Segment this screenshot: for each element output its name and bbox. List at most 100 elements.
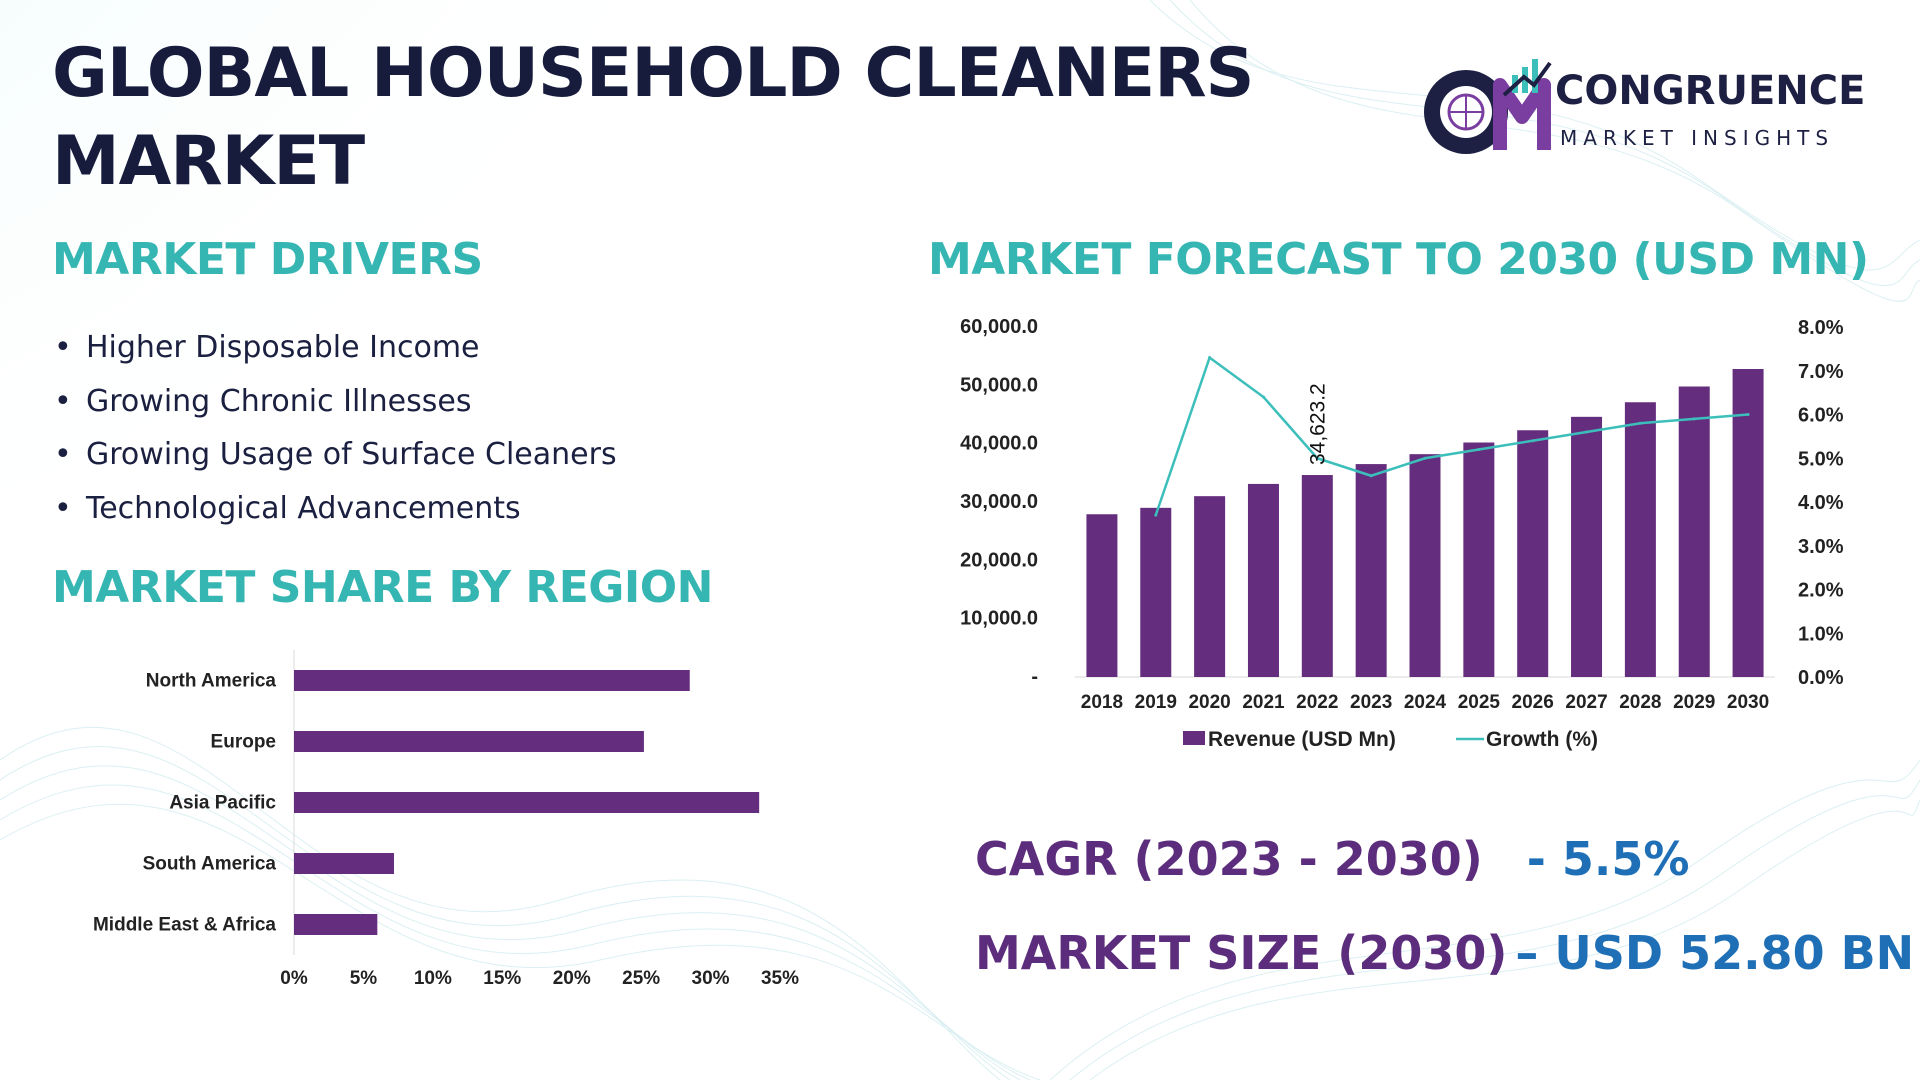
x-tick-label: 10% xyxy=(414,968,452,989)
driver-item: • Technological Advancements xyxy=(52,487,617,541)
bullet-icon: • xyxy=(54,330,72,365)
forecast-heading: MARKET FORECAST TO 2030 (USD MN) xyxy=(928,234,1869,285)
region-label: Middle East & Africa xyxy=(93,915,276,936)
logo-subtitle: MARKET INSIGHTS xyxy=(1560,126,1835,150)
driver-text: Growing Chronic Illnesses xyxy=(86,383,472,419)
year-label: 2030 xyxy=(1727,692,1769,713)
revenue-bar xyxy=(1301,475,1333,677)
left-tick-label: 40,000.0 xyxy=(960,433,1038,455)
cagr-value: - 5.5% xyxy=(1526,832,1690,886)
right-tick-label: 1.0% xyxy=(1798,623,1844,645)
year-label: 2019 xyxy=(1135,692,1177,713)
growth-point xyxy=(1692,417,1696,421)
growth-point xyxy=(1531,439,1535,443)
logo-name: CONGRUENCE xyxy=(1555,68,1866,114)
right-tick-label: 4.0% xyxy=(1798,492,1844,514)
driver-item: • Higher Disposable Income xyxy=(52,326,617,380)
revenue-bar xyxy=(1355,464,1387,677)
region-heading: MARKET SHARE BY REGION xyxy=(52,562,714,613)
legend-revenue-swatch xyxy=(1183,731,1205,745)
growth-point xyxy=(1746,413,1750,416)
revenue-bar xyxy=(1624,402,1656,677)
region-bar xyxy=(294,670,690,691)
left-tick-label: - xyxy=(1031,666,1038,688)
driver-text: Higher Disposable Income xyxy=(86,330,480,365)
year-label: 2024 xyxy=(1404,692,1447,713)
cagr-kpi: CAGR (2023 - 2030) - 5.5% xyxy=(975,832,1689,886)
revenue-bar xyxy=(1194,496,1226,677)
revenue-bar xyxy=(1409,454,1441,677)
right-tick-label: 6.0% xyxy=(1798,405,1844,427)
region-bar xyxy=(294,731,644,752)
market-size-label: MARKET SIZE (2030) xyxy=(975,926,1508,980)
driver-text: Technological Advancements xyxy=(86,490,521,526)
page-title: GLOBAL HOUSEHOLD CLEANERS MARKET xyxy=(52,34,1255,201)
revenue-bar xyxy=(1140,507,1172,677)
left-tick-label: 30,000.0 xyxy=(960,491,1038,513)
forecast-chart: - 10,000.0 20,000.0 30,000.0 40,000.0 50,000.… xyxy=(960,316,1844,751)
region-bar xyxy=(294,853,394,874)
region-share-chart: North America Europe Asia Pacific South Ame… xyxy=(93,650,799,989)
region-bar xyxy=(294,792,760,813)
right-tick-label: 8.0% xyxy=(1798,317,1844,339)
year-label: 2022 xyxy=(1296,692,1338,713)
revenue-bar xyxy=(1517,430,1549,677)
left-tick-label: 10,000.0 xyxy=(960,608,1038,630)
region-label: Asia Pacific xyxy=(169,793,276,814)
x-tick-label: 5% xyxy=(350,968,378,989)
x-tick-label: 20% xyxy=(553,968,591,989)
x-tick-label: 30% xyxy=(692,968,730,989)
year-label: 2029 xyxy=(1673,692,1715,713)
legend-revenue-label: Revenue (USD Mn) xyxy=(1208,728,1396,751)
drivers-heading: MARKET DRIVERS xyxy=(52,234,483,285)
revenue-bar xyxy=(1732,369,1764,677)
cagr-label: CAGR (2023 - 2030) xyxy=(975,832,1483,886)
growth-point xyxy=(1154,513,1158,517)
year-label: 2020 xyxy=(1188,692,1230,713)
region-label: Europe xyxy=(211,732,276,753)
x-tick-label: 15% xyxy=(483,968,521,989)
market-size-kpi: MARKET SIZE (2030) – USD 52.80 BN xyxy=(975,926,1914,980)
driver-item: • Growing Usage of Surface Cleaners xyxy=(52,433,617,487)
year-label: 2028 xyxy=(1619,692,1661,713)
revenue-bar xyxy=(1463,442,1495,677)
growth-point xyxy=(1423,456,1427,460)
growth-point xyxy=(1208,356,1212,360)
growth-point xyxy=(1315,456,1319,460)
year-label: 2027 xyxy=(1565,692,1607,713)
year-label: 2026 xyxy=(1512,692,1554,713)
region-label: North America xyxy=(146,671,277,692)
left-tick-label: 20,000.0 xyxy=(960,549,1038,571)
driver-item: • Growing Chronic Illnesses xyxy=(52,380,617,434)
revenue-bar xyxy=(1571,416,1603,677)
x-tick-label: 25% xyxy=(622,968,660,989)
growth-point xyxy=(1261,395,1265,399)
growth-point xyxy=(1585,430,1589,434)
growth-point xyxy=(1369,474,1373,478)
congruence-logo xyxy=(1424,59,1552,154)
revenue-bar xyxy=(1086,514,1118,677)
revenue-bar xyxy=(1247,483,1279,677)
right-tick-label: 5.0% xyxy=(1798,448,1844,470)
legend-growth-label: Growth (%) xyxy=(1486,728,1598,751)
bullet-icon: • xyxy=(54,490,72,526)
x-tick-label: 35% xyxy=(761,968,799,989)
trend-arrow-icon xyxy=(1502,61,1552,97)
left-tick-label: 60,000.0 xyxy=(960,316,1038,338)
year-label: 2023 xyxy=(1350,692,1392,713)
bullet-icon: • xyxy=(54,437,72,472)
growth-point xyxy=(1477,448,1481,451)
market-size-value: – USD 52.80 BN xyxy=(1515,926,1915,980)
region-label: South America xyxy=(143,854,277,875)
bullet-icon: • xyxy=(54,383,72,419)
left-tick-label: 50,000.0 xyxy=(960,374,1038,396)
x-tick-label: 0% xyxy=(280,968,308,989)
drivers-list: • Higher Disposable Income • Growing Chron… xyxy=(52,326,617,540)
revenue-bar xyxy=(1678,386,1710,677)
right-tick-label: 2.0% xyxy=(1798,580,1844,602)
year-label: 2021 xyxy=(1242,692,1285,713)
right-tick-label: 0.0% xyxy=(1798,667,1844,689)
data-label: 34,623.2 xyxy=(1306,383,1329,465)
right-tick-label: 3.0% xyxy=(1798,536,1844,558)
region-bar xyxy=(294,914,378,935)
